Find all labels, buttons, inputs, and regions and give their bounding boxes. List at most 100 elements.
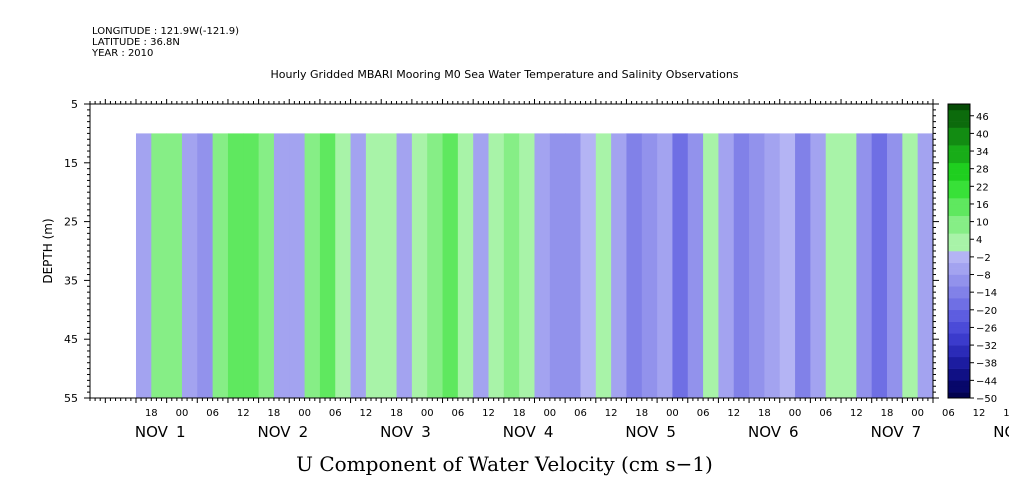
colorbar-swatch (948, 145, 970, 152)
x-hour-label: 00 (176, 408, 189, 419)
colorbar-swatch (948, 227, 970, 234)
x-hour-label: 06 (942, 408, 955, 419)
colorbar-swatch (948, 356, 970, 364)
colorbar-swatch (948, 392, 970, 399)
heatmap-cell (687, 133, 704, 398)
heatmap-cell (427, 133, 443, 398)
heatmap-cell (519, 133, 535, 398)
colorbar-swatch (948, 198, 970, 205)
colorbar-label: −38 (976, 359, 997, 370)
heatmap-cell (503, 133, 520, 398)
x-hour-label: 06 (451, 408, 464, 419)
x-hour-label: 18 (1003, 408, 1009, 419)
colorbar-label: −2 (976, 253, 991, 264)
x-month-label: NOV (503, 423, 537, 441)
heatmap-cell (871, 133, 888, 398)
y-tick-label: 25 (64, 216, 78, 229)
colorbar-label: −50 (976, 394, 997, 405)
colorbar-label: 28 (976, 165, 989, 176)
x-month-label: NOV (135, 423, 169, 441)
colorbar-label: 40 (976, 129, 989, 140)
heatmap-cell (350, 133, 367, 398)
heatmap-cell (549, 133, 566, 398)
heatmap-cell (381, 133, 397, 398)
x-hour-label: 12 (727, 408, 740, 419)
heatmap-cell (181, 133, 198, 398)
colorbar-label: 16 (976, 200, 989, 211)
colorbar-label: −44 (976, 376, 997, 387)
colorbar-swatch (948, 386, 970, 393)
axis-ticks: 18 00 06 12 18 00 06 12 18 00 06 12 18 00 06 12 18 00 06 12… (64, 98, 1009, 441)
heatmap-cells (135, 133, 934, 398)
x-month-label: NOV (380, 423, 414, 441)
heatmap-cell (733, 133, 750, 398)
x-month-label: NOV (871, 423, 905, 441)
heatmap-cell (473, 133, 489, 398)
x-hour-label: 00 (421, 408, 434, 419)
colorbar-swatch (948, 233, 970, 240)
year-label: YEAR : 2010 (92, 48, 154, 59)
x-hour-label: 00 (911, 408, 924, 419)
y-axis-label: DEPTH (m) (41, 218, 55, 283)
x-hour-label: 06 (574, 408, 587, 419)
colorbar-swatch (948, 133, 970, 140)
colorbar-swatch (948, 286, 970, 293)
x-hour-label: 06 (329, 408, 342, 419)
colorbar-label: −14 (976, 288, 997, 299)
x-hour-label: 06 (819, 408, 832, 419)
colorbar-swatch (948, 339, 970, 346)
x-hour-label: 18 (268, 408, 281, 419)
x-hour-label: 00 (666, 408, 679, 419)
heatmap-cell (319, 133, 336, 398)
x-day-label: 6 (789, 423, 799, 441)
x-hour-label: 12 (973, 408, 986, 419)
colorbar-swatch (948, 121, 970, 128)
heatmap-cell (289, 133, 305, 398)
colorbar-swatch (948, 292, 970, 299)
heatmap-cell (917, 133, 934, 398)
colorbar-swatch (948, 298, 970, 305)
colorbar-label: −26 (976, 323, 997, 334)
colorbar-label: 34 (976, 147, 989, 158)
x-axis-title: U Component of Water Velocity (cm s−1) (296, 452, 713, 476)
colorbar-swatch (948, 104, 970, 111)
x-hour-label: 18 (145, 408, 158, 419)
x-hour-label: 06 (697, 408, 710, 419)
heatmap-cell (764, 133, 781, 398)
heatmap-cell (135, 133, 152, 398)
latitude-label: LATITUDE : 36.8N (92, 37, 180, 48)
y-tick-label: 5 (71, 98, 78, 111)
colorbar-swatch (948, 345, 970, 352)
heatmap-cell (227, 133, 244, 398)
x-hour-label: 06 (206, 408, 219, 419)
heatmap-cell (718, 133, 735, 398)
colorbar-swatch (948, 139, 970, 146)
heatmap-cell (626, 133, 643, 398)
colorbar-swatch (948, 362, 970, 369)
colorbar-swatch (948, 321, 970, 328)
longitude-label: LONGITUDE : 121.9W(-121.9) (92, 26, 239, 37)
y-tick-label: 15 (64, 157, 78, 170)
heatmap-cell (641, 133, 658, 398)
x-hour-label: 18 (635, 408, 648, 419)
colorbar-swatch (948, 368, 970, 375)
colorbar-swatch (948, 315, 970, 322)
colorbar-swatch (948, 192, 970, 199)
colorbar-swatch (948, 262, 970, 269)
colorbar-label: −8 (976, 271, 991, 282)
colorbar-frame (947, 103, 971, 399)
x-month-label: NOV (993, 423, 1009, 441)
heatmap-cell (611, 133, 627, 398)
x-hour-label: 00 (789, 408, 802, 419)
colorbar-swatch (948, 109, 970, 117)
colorbar-swatch (948, 309, 970, 316)
colorbar-swatch (948, 350, 970, 358)
heatmap-cell (902, 133, 919, 398)
heatmap-cell (534, 133, 551, 398)
heatmap-cell (304, 133, 321, 398)
colorbar-swatch (948, 374, 970, 381)
heatmap-cell (565, 133, 581, 398)
colorbar-swatch (948, 221, 970, 228)
colorbar-label: −20 (976, 306, 997, 317)
heatmap-cell (703, 133, 719, 398)
